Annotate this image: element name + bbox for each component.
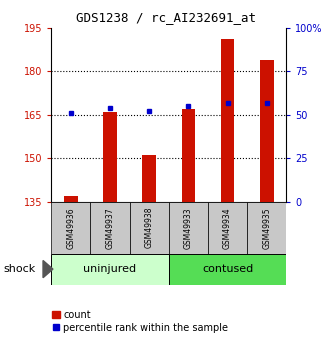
Polygon shape (43, 260, 53, 278)
Text: GSM49938: GSM49938 (145, 207, 154, 248)
Bar (169, 202, 208, 254)
Bar (103, 112, 117, 202)
Text: contused: contused (202, 264, 253, 274)
Text: GSM49936: GSM49936 (67, 207, 75, 248)
Bar (181, 109, 195, 202)
Bar (51, 254, 169, 285)
Text: GSM49934: GSM49934 (223, 207, 232, 248)
Text: GSM49935: GSM49935 (262, 207, 271, 248)
Bar (51, 202, 90, 254)
Text: GSM49937: GSM49937 (106, 207, 115, 248)
Text: shock: shock (3, 264, 35, 274)
Bar (142, 155, 156, 202)
Bar (208, 202, 247, 254)
Text: GDS1238 / rc_AI232691_at: GDS1238 / rc_AI232691_at (75, 11, 256, 24)
Bar (90, 202, 130, 254)
Text: uninjured: uninjured (83, 264, 137, 274)
Text: GSM49933: GSM49933 (184, 207, 193, 248)
Bar (130, 202, 169, 254)
Bar (247, 202, 286, 254)
Bar (169, 254, 286, 285)
Bar (64, 196, 78, 202)
Bar (221, 39, 234, 202)
Legend: count, percentile rank within the sample: count, percentile rank within the sample (48, 306, 232, 337)
Bar (260, 60, 274, 202)
